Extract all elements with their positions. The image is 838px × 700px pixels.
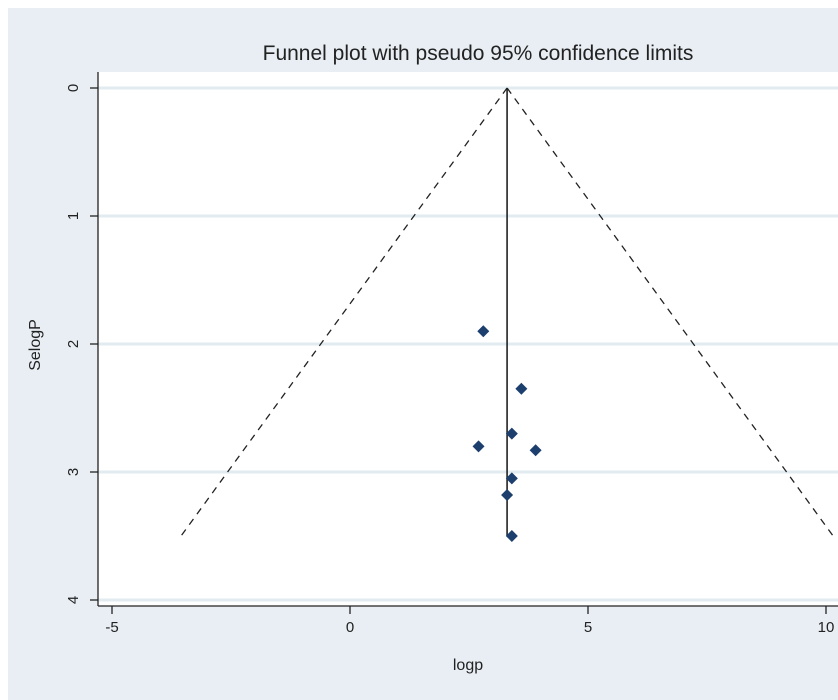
y-tick-label: 2 (65, 340, 82, 348)
x-axis-ticks: -5 0 5 10 (105, 606, 834, 636)
study-point-1 (477, 325, 490, 338)
confidence-limit-right-line (506, 87, 834, 537)
y-tick-label: 3 (65, 468, 82, 476)
y-tick-label: 0 (65, 84, 82, 92)
study-point-4 (472, 440, 485, 453)
x-tick-label: 0 (346, 619, 354, 636)
x-axis-label: logp (453, 657, 483, 674)
study-point-3 (505, 427, 518, 440)
y-tick-label: 1 (65, 212, 82, 220)
x-tick-label: 10 (818, 619, 835, 636)
y-axis-ticks: 0 1 2 3 4 (65, 84, 98, 604)
study-point-7 (501, 489, 514, 502)
x-tick-label: -5 (105, 619, 118, 636)
plot-area (98, 72, 838, 606)
y-tick-label: 4 (65, 596, 82, 604)
study-point-8 (505, 530, 518, 542)
chart-title: Funnel plot with pseudo 95% confidence l… (263, 42, 694, 65)
study-point-2 (515, 382, 528, 395)
confidence-limit-left-line (180, 87, 508, 537)
gridlines (98, 86, 838, 602)
study-points (472, 325, 542, 542)
study-point-6 (505, 472, 518, 485)
x-tick-label: 5 (584, 619, 592, 636)
study-point-5 (529, 444, 542, 457)
y-axis-label: SelogP (27, 319, 44, 371)
